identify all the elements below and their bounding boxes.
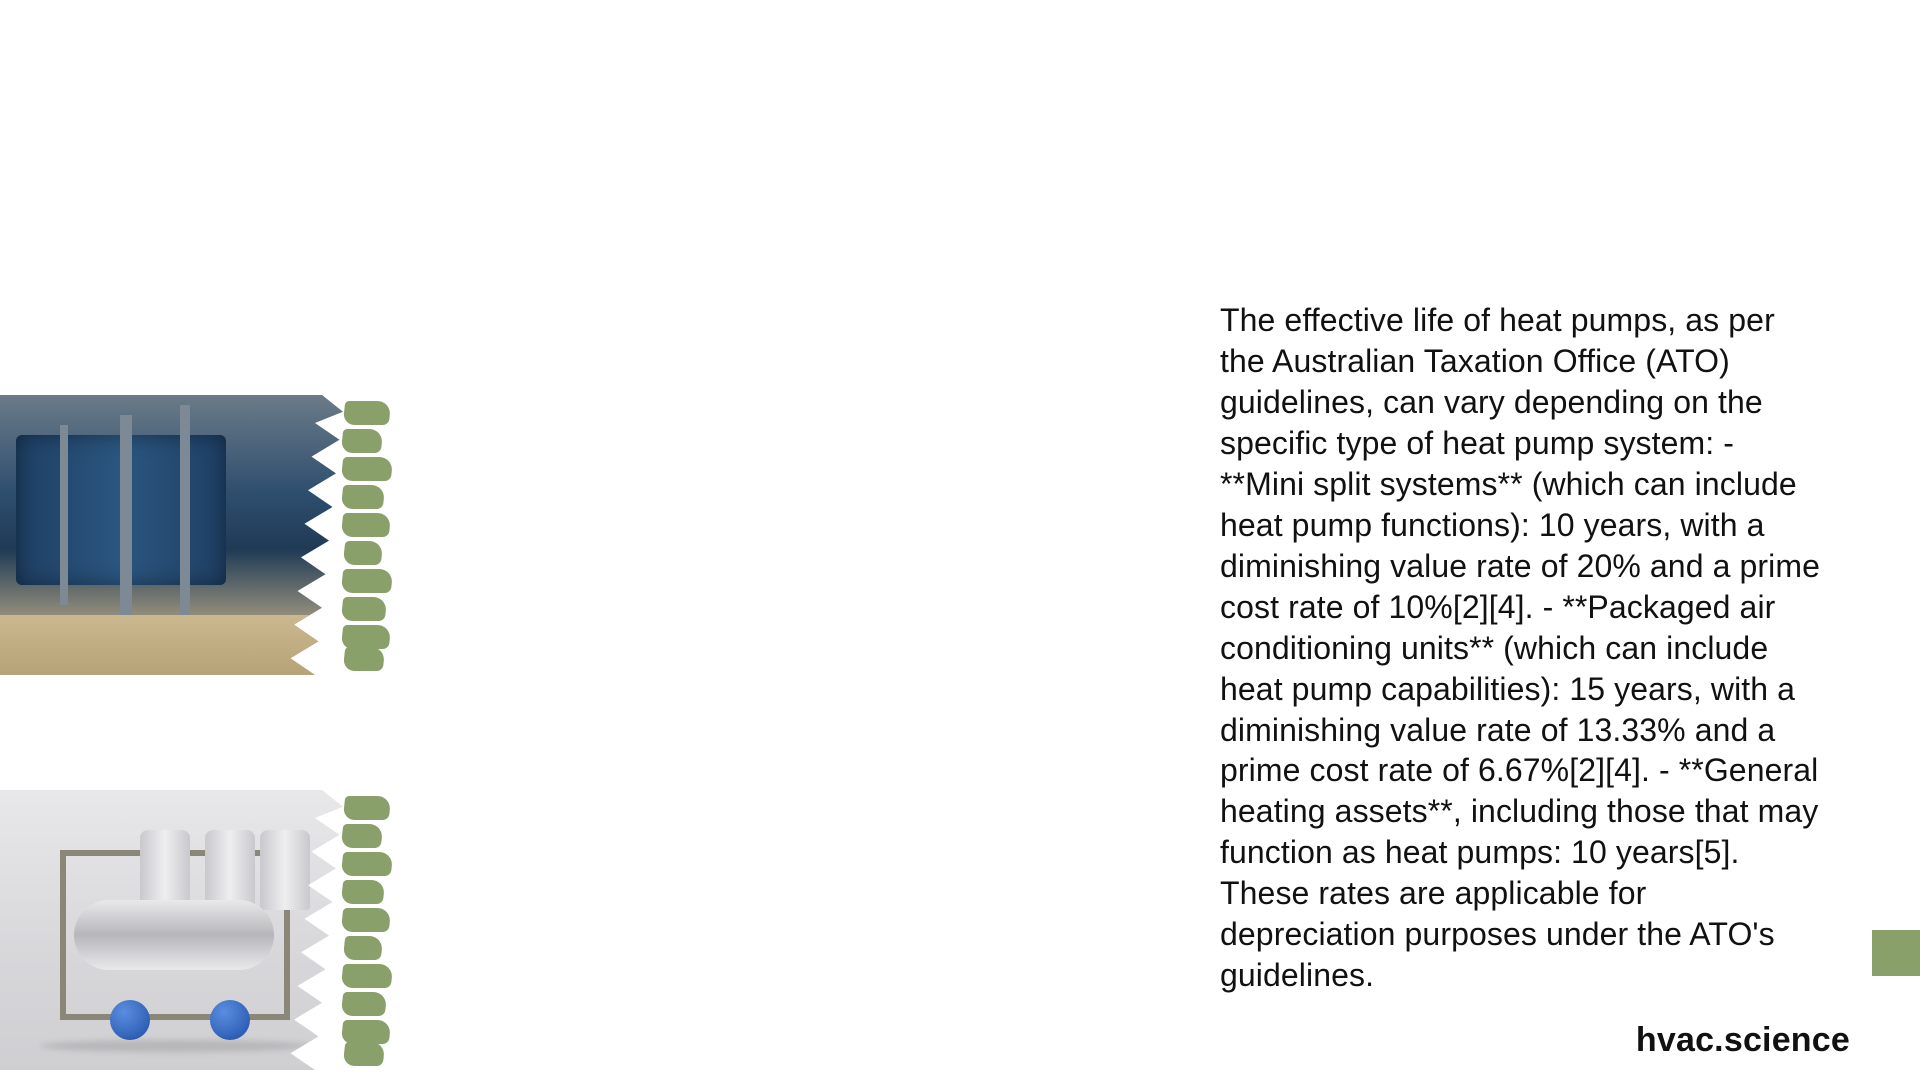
site-watermark: hvac.science (1636, 1021, 1850, 1060)
body-paragraph: The effective life of heat pumps, as per… (1220, 300, 1820, 996)
brush-edge-accent (328, 790, 388, 1070)
image-placeholder (0, 395, 350, 675)
image-placeholder (0, 790, 350, 1070)
brush-edge-accent (328, 395, 388, 675)
side-accent-tab (1872, 930, 1920, 976)
hero-image-bottom (0, 790, 370, 1070)
hero-image-top (0, 395, 370, 675)
